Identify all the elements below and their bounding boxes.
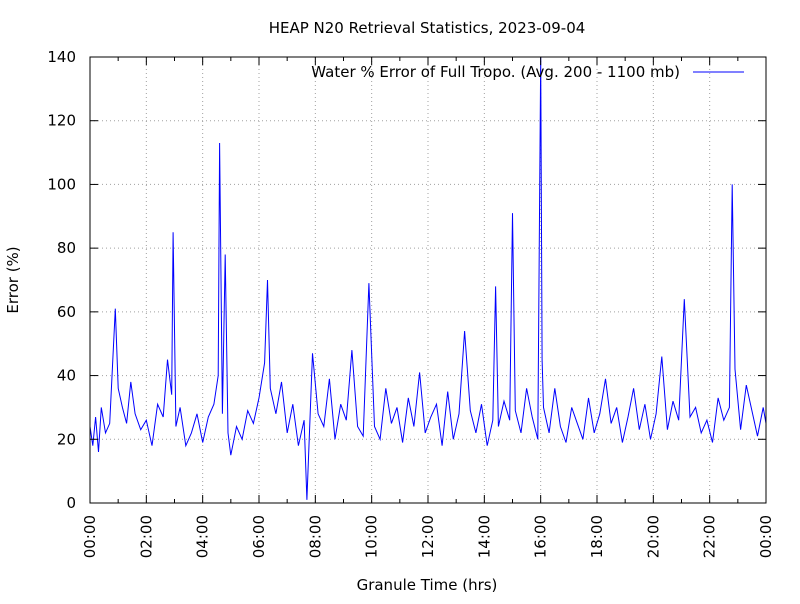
x-tick-label: 22:00 — [701, 515, 719, 558]
legend: Water % Error of Full Tropo. (Avg. 200 -… — [311, 63, 744, 81]
y-tick-label: 40 — [57, 367, 76, 385]
x-tick-label: 20:00 — [644, 515, 662, 558]
x-tick-label: 12:00 — [419, 515, 437, 558]
axis-ticks: 0 20 40 60 80 100 120 140 00:00 02:00 04:00 06:00 08… — [47, 48, 775, 558]
y-tick-label: 120 — [47, 112, 76, 130]
x-tick-label: 16:00 — [532, 515, 550, 558]
x-tick-label: 06:00 — [250, 515, 268, 558]
x-tick-label: 04:00 — [194, 515, 212, 558]
grid-lines — [90, 57, 766, 503]
x-tick-label: 00:00 — [757, 515, 775, 558]
y-tick-label: 0 — [66, 494, 76, 512]
chart-title: HEAP N20 Retrieval Statistics, 2023-09-0… — [269, 19, 586, 37]
x-tick-label: 18:00 — [588, 515, 606, 558]
x-tick-label: 08:00 — [306, 515, 324, 558]
plot-frame — [89, 56, 767, 504]
x-axis-title: Granule Time (hrs) — [357, 576, 498, 594]
series-layer — [89, 56, 767, 500]
x-tick-label: 02:00 — [137, 515, 155, 558]
x-tick-label: 10:00 — [363, 515, 381, 558]
y-tick-label: 20 — [57, 430, 76, 448]
legend-label: Water % Error of Full Tropo. (Avg. 200 -… — [311, 63, 680, 81]
x-tick-label: 00:00 — [81, 515, 99, 558]
y-axis-title: Error (%) — [4, 246, 22, 313]
y-tick-label: 140 — [47, 48, 76, 66]
y-tick-label: 60 — [57, 303, 76, 321]
series-line-0 — [89, 56, 767, 500]
x-tick-label: 14:00 — [475, 515, 493, 558]
y-tick-label: 80 — [57, 239, 76, 257]
y-tick-label: 100 — [47, 175, 76, 193]
